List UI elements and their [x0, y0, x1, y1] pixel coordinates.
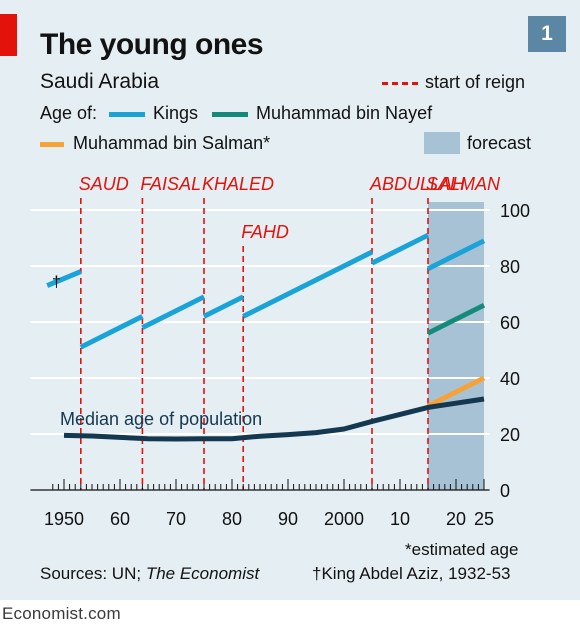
legend-nayef-swatch [212, 112, 248, 117]
chart-number-badge: 1 [528, 16, 566, 52]
legend-forecast-label: forecast [467, 133, 532, 153]
x-tick-label-1950: 1950 [44, 509, 84, 529]
x-tick-label-1990: 90 [278, 509, 298, 529]
x-tick-label-2000: 2000 [324, 509, 364, 529]
sources-note: Sources: UN; The Economist [40, 564, 259, 584]
median-age-label: Median age of population [60, 409, 262, 429]
kings-line-6 [370, 232, 430, 266]
brand-red-tag [0, 14, 17, 56]
sources-prefix: Sources: UN; [40, 564, 146, 583]
chart-subtitle: Saudi Arabia [40, 70, 160, 93]
legend-reign-label: start of reign [425, 72, 526, 92]
reign-label-saud: SAUD [79, 174, 129, 194]
legend-forecast-swatch [424, 132, 460, 154]
y-tick-label-80: 80 [500, 257, 520, 277]
x-tick-label-1960: 60 [110, 509, 130, 529]
kings-line-7 [426, 238, 486, 272]
chart-title: The young ones [40, 28, 264, 61]
nayef-line-1 [426, 302, 486, 336]
legend-salman-label: Muhammad bin Salman* [73, 133, 271, 153]
y-tick-label-40: 40 [500, 369, 520, 389]
sources-italic: The Economist [145, 564, 260, 583]
kings-line-2 [79, 314, 144, 350]
kings-line-4 [202, 294, 245, 319]
legend-age-of-label: Age of: [40, 103, 98, 123]
chart-plot: 0 20 40 60 80 100 SAUD FAISAL KHALED FAHD ABDULLA… [30, 174, 530, 529]
estimated-age-note: *estimated age [405, 540, 519, 559]
x-tick-label-2020: 20 [446, 509, 466, 529]
x-tick-label-1980: 80 [222, 509, 242, 529]
legend-kings-label: Kings [153, 103, 199, 123]
reign-label-faisal: FAISAL [140, 174, 201, 194]
x-tick-label-1970: 70 [166, 509, 186, 529]
y-tick-label-60: 60 [500, 313, 520, 333]
x-tick-label-2025: 25 [474, 509, 494, 529]
legend-kings-swatch [109, 112, 145, 117]
legend-reign-swatch [382, 82, 418, 85]
forecast-shading [428, 202, 484, 490]
brand-footer: Economist.com [2, 604, 121, 623]
reign-label-fahd: FAHD [241, 222, 289, 242]
y-tick-label-20: 20 [500, 425, 520, 445]
kings-line-5 [242, 249, 374, 319]
legend-nayef-label: Muhammad bin Nayef [256, 103, 433, 123]
y-tick-label-0: 0 [500, 481, 510, 501]
reign-label-abdullah: ABDULLAH [369, 174, 466, 194]
kings-line-1 [46, 269, 82, 288]
kings-line-3 [141, 294, 206, 330]
reign-label-salman: SALMAN [426, 174, 501, 194]
dagger-mark: † [52, 274, 61, 291]
y-tick-label-100: 100 [500, 201, 530, 221]
legend-salman-swatch [40, 142, 64, 147]
x-tick-label-2010: 10 [390, 509, 410, 529]
salman-line-1 [426, 375, 486, 409]
median-line-1 [63, 396, 485, 442]
reign-label-khaled: KHALED [202, 174, 274, 194]
dagger-footnote: †King Abdel Aziz, 1932-53 [312, 564, 511, 583]
